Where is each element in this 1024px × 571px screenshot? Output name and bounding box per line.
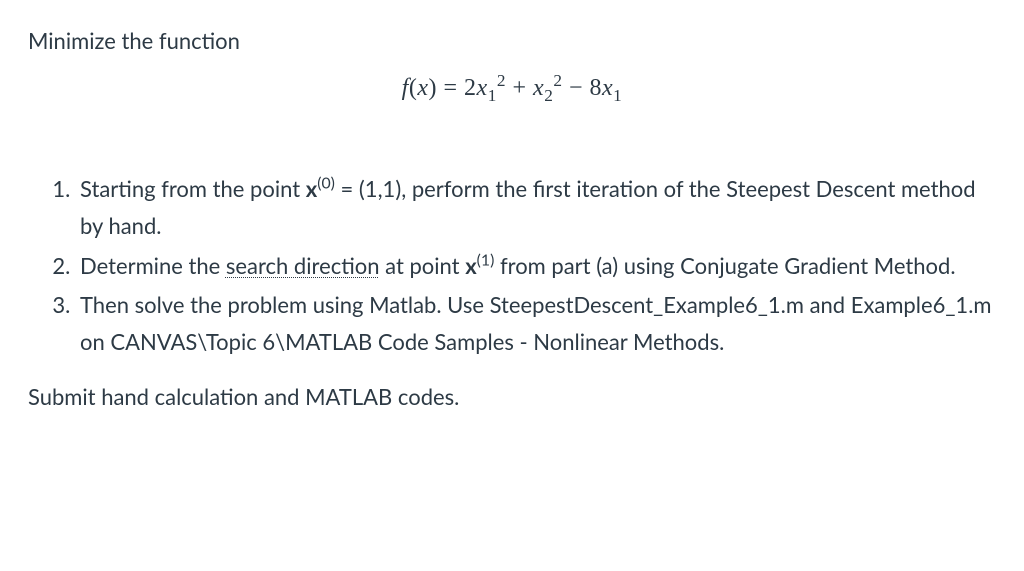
p1-vec: x xyxy=(306,175,317,202)
eq-sup-2: 2 xyxy=(553,71,562,90)
submit-instruction: Submit hand calculation and MATLAB codes… xyxy=(28,379,996,414)
eq-op-3: − xyxy=(569,75,590,101)
problem-item-2: Determine the search direction at point … xyxy=(76,247,996,284)
p1-pre: Starting from the point xyxy=(80,175,306,202)
p2-vec: x xyxy=(465,252,476,279)
eq-var-2: x xyxy=(533,75,544,101)
p1-sup: (0) xyxy=(317,173,335,192)
p2-pre: Determine the xyxy=(80,252,226,279)
eq-lhs-f: f xyxy=(402,75,409,101)
eq-var-3: x xyxy=(602,75,613,101)
intro-text: Minimize the function xyxy=(28,24,996,57)
problem-item-3: Then solve the problem using Matlab. Use… xyxy=(76,286,996,361)
problem-list: Starting from the point x(0) = (1,1), pe… xyxy=(28,170,996,361)
eq-x: x xyxy=(417,75,428,101)
eq-coef-3: 8 xyxy=(590,75,603,101)
eq-var-1: x xyxy=(477,75,488,101)
problem-item-1: Starting from the point x(0) = (1,1), pe… xyxy=(76,170,996,245)
p2-sup: (1) xyxy=(477,250,495,269)
eq-op-2: + xyxy=(512,75,533,101)
eq-sup-1: 2 xyxy=(497,71,506,90)
eq-rparen: ) xyxy=(429,75,438,101)
problem-page: Minimize the function f(x) = 2x12 + x22 … xyxy=(0,0,1024,424)
search-direction-link[interactable]: search direction xyxy=(226,252,380,279)
eq-sub-2: 2 xyxy=(544,86,553,105)
eq-sub-3: 1 xyxy=(613,86,622,105)
p3-text: Then solve the problem using Matlab. Use… xyxy=(80,291,991,355)
objective-equation: f(x) = 2x12 + x22 − 8x1 xyxy=(28,71,996,106)
eq-coef-1: 2 xyxy=(464,75,477,101)
eq-sub-1: 1 xyxy=(488,86,497,105)
eq-equals: = xyxy=(444,75,465,101)
p2-mid: at point xyxy=(380,252,466,279)
p2-post: from part (a) using Conjugate Gradient M… xyxy=(494,252,955,279)
